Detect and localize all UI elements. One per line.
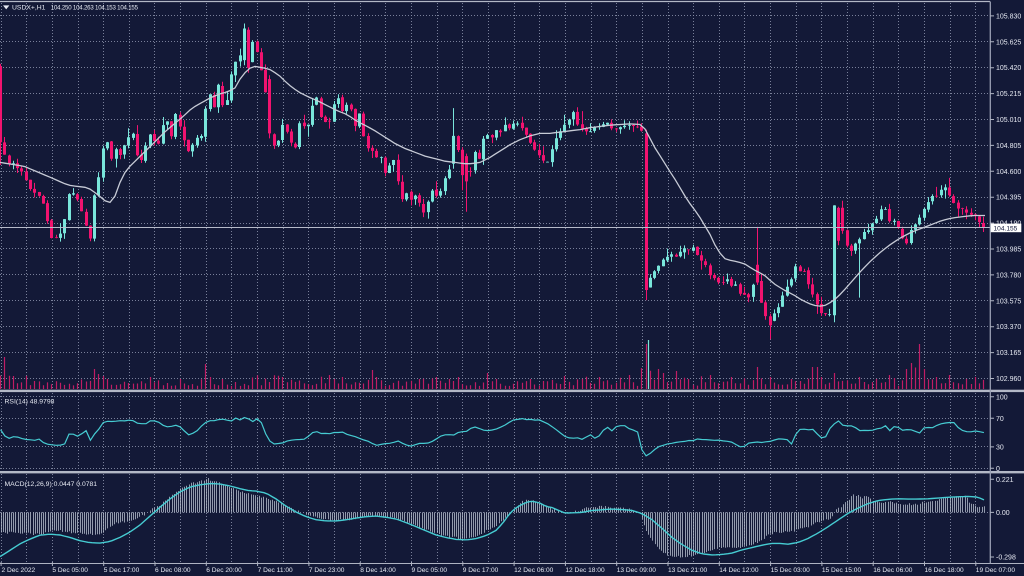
svg-text:16 Dec 06:00: 16 Dec 06:00 [873,567,913,574]
svg-text:8 Dec 14:00: 8 Dec 14:00 [360,567,396,574]
svg-text:104.805: 104.805 [996,143,1021,150]
svg-text:105.420: 105.420 [996,65,1021,72]
svg-text:105.215: 105.215 [996,91,1021,98]
svg-text:MACD(12,26,9) 0.0447 0.0781: MACD(12,26,9) 0.0447 0.0781 [5,481,98,488]
svg-text:5 Dec 17:00: 5 Dec 17:00 [104,567,140,574]
svg-text:USDX+,H1: USDX+,H1 [12,5,46,12]
svg-text:0.221: 0.221 [996,477,1014,484]
svg-text:5 Dec 05:00: 5 Dec 05:00 [52,567,88,574]
svg-text:16 Dec 18:00: 16 Dec 18:00 [925,567,965,574]
svg-text:103.985: 103.985 [996,247,1021,254]
svg-text:105.830: 105.830 [996,13,1021,20]
svg-text:19 Dec 07:00: 19 Dec 07:00 [976,567,1016,574]
svg-text:9 Dec 17:00: 9 Dec 17:00 [463,567,499,574]
svg-text:102.960: 102.960 [996,376,1021,383]
svg-text:12 Dec 06:00: 12 Dec 06:00 [514,567,554,574]
svg-text:0: 0 [996,466,1000,473]
svg-text:104.600: 104.600 [996,169,1021,176]
svg-text:104.250 104.263 104.153 104.15: 104.250 104.263 104.153 104.155 [51,5,139,12]
svg-text:-0.298: -0.298 [996,555,1016,562]
svg-text:7 Dec 23:00: 7 Dec 23:00 [309,567,345,574]
svg-text:103.165: 103.165 [996,350,1021,357]
svg-text:RSI(14) 48.9798: RSI(14) 48.9798 [5,399,55,406]
svg-text:105.625: 105.625 [996,39,1021,46]
svg-text:15 Dec 03:00: 15 Dec 03:00 [771,567,811,574]
svg-text:14 Dec 12:00: 14 Dec 12:00 [719,567,759,574]
svg-text:70: 70 [996,416,1004,423]
svg-text:104.395: 104.395 [996,195,1021,202]
svg-text:7 Dec 11:00: 7 Dec 11:00 [258,567,293,574]
svg-text:30: 30 [996,444,1004,451]
svg-text:105.010: 105.010 [996,117,1021,124]
svg-text:6 Dec 20:00: 6 Dec 20:00 [206,567,242,574]
svg-text:100: 100 [996,394,1008,401]
svg-text:15 Dec 15:00: 15 Dec 15:00 [822,567,862,574]
svg-text:103.575: 103.575 [996,298,1021,305]
svg-text:13 Dec 21:00: 13 Dec 21:00 [668,567,708,574]
svg-text:6 Dec 08:00: 6 Dec 08:00 [155,567,191,574]
svg-text:104.155: 104.155 [994,226,1018,233]
svg-text:9 Dec 05:00: 9 Dec 05:00 [412,567,448,574]
svg-text:103.780: 103.780 [996,272,1021,279]
svg-text:0.00: 0.00 [996,510,1010,517]
svg-text:12 Dec 18:00: 12 Dec 18:00 [565,567,605,574]
svg-text:13 Dec 09:00: 13 Dec 09:00 [617,567,657,574]
svg-text:2 Dec 2022: 2 Dec 2022 [2,567,36,574]
svg-text:103.370: 103.370 [996,324,1021,331]
